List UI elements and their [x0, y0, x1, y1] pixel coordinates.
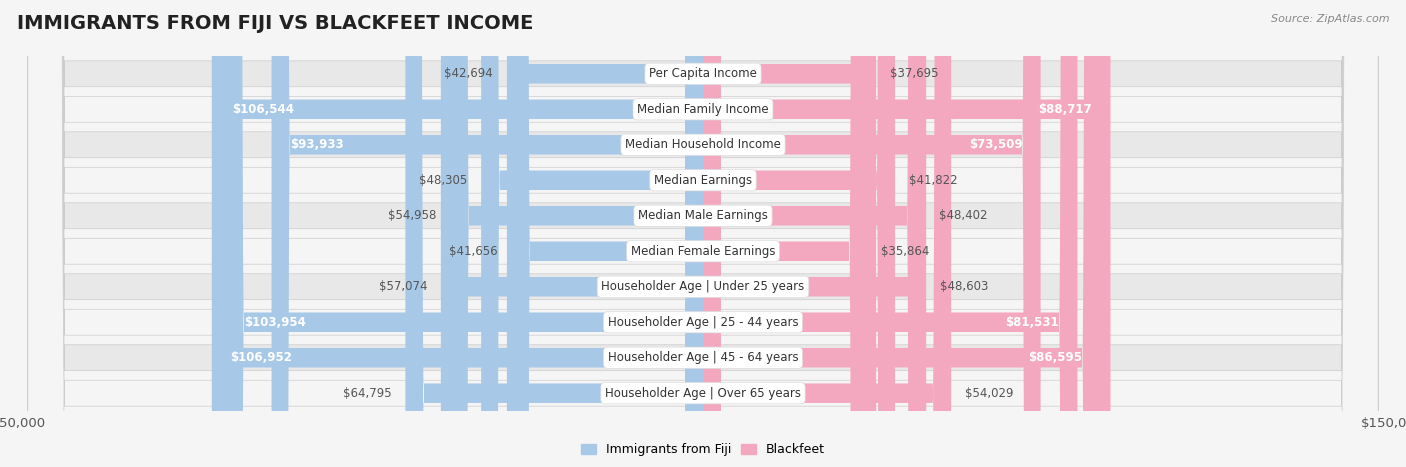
Text: $35,864: $35,864 — [882, 245, 929, 258]
FancyBboxPatch shape — [703, 0, 925, 467]
Text: $54,029: $54,029 — [965, 387, 1014, 400]
Text: Median Earnings: Median Earnings — [654, 174, 752, 187]
Text: $103,954: $103,954 — [243, 316, 305, 329]
FancyBboxPatch shape — [508, 0, 703, 467]
FancyBboxPatch shape — [212, 0, 703, 467]
Text: Source: ZipAtlas.com: Source: ZipAtlas.com — [1271, 14, 1389, 24]
FancyBboxPatch shape — [512, 0, 703, 467]
FancyBboxPatch shape — [28, 0, 1378, 467]
Text: $86,595: $86,595 — [1028, 351, 1083, 364]
FancyBboxPatch shape — [703, 0, 876, 467]
Text: $88,717: $88,717 — [1039, 103, 1092, 116]
Text: $48,603: $48,603 — [941, 280, 988, 293]
Text: $106,544: $106,544 — [232, 103, 294, 116]
Text: Householder Age | 25 - 44 years: Householder Age | 25 - 44 years — [607, 316, 799, 329]
Text: $64,795: $64,795 — [343, 387, 392, 400]
Legend: Immigrants from Fiji, Blackfeet: Immigrants from Fiji, Blackfeet — [576, 439, 830, 461]
FancyBboxPatch shape — [703, 0, 1077, 467]
Text: $48,305: $48,305 — [419, 174, 467, 187]
FancyBboxPatch shape — [703, 0, 1101, 467]
Text: $93,933: $93,933 — [290, 138, 343, 151]
Text: Median Household Income: Median Household Income — [626, 138, 780, 151]
Text: Per Capita Income: Per Capita Income — [650, 67, 756, 80]
FancyBboxPatch shape — [481, 0, 703, 467]
FancyBboxPatch shape — [271, 0, 703, 467]
Text: $37,695: $37,695 — [890, 67, 938, 80]
FancyBboxPatch shape — [405, 0, 703, 467]
FancyBboxPatch shape — [28, 0, 1378, 467]
FancyBboxPatch shape — [28, 0, 1378, 467]
Text: Median Family Income: Median Family Income — [637, 103, 769, 116]
FancyBboxPatch shape — [703, 0, 1040, 467]
FancyBboxPatch shape — [703, 0, 1111, 467]
FancyBboxPatch shape — [703, 0, 950, 467]
Text: Householder Age | 45 - 64 years: Householder Age | 45 - 64 years — [607, 351, 799, 364]
Text: $57,074: $57,074 — [378, 280, 427, 293]
Text: Median Female Earnings: Median Female Earnings — [631, 245, 775, 258]
FancyBboxPatch shape — [28, 0, 1378, 467]
Text: $42,694: $42,694 — [444, 67, 494, 80]
FancyBboxPatch shape — [703, 0, 868, 467]
FancyBboxPatch shape — [225, 0, 703, 467]
FancyBboxPatch shape — [28, 0, 1378, 467]
Text: $81,531: $81,531 — [1005, 316, 1059, 329]
FancyBboxPatch shape — [28, 0, 1378, 467]
FancyBboxPatch shape — [703, 0, 896, 467]
Text: Householder Age | Over 65 years: Householder Age | Over 65 years — [605, 387, 801, 400]
Text: Median Male Earnings: Median Male Earnings — [638, 209, 768, 222]
Text: $41,656: $41,656 — [450, 245, 498, 258]
FancyBboxPatch shape — [28, 0, 1378, 467]
FancyBboxPatch shape — [450, 0, 703, 467]
FancyBboxPatch shape — [214, 0, 703, 467]
FancyBboxPatch shape — [28, 0, 1378, 467]
Text: Householder Age | Under 25 years: Householder Age | Under 25 years — [602, 280, 804, 293]
FancyBboxPatch shape — [703, 0, 927, 467]
Text: $54,958: $54,958 — [388, 209, 437, 222]
Text: $73,509: $73,509 — [969, 138, 1022, 151]
Text: $48,402: $48,402 — [939, 209, 987, 222]
Text: IMMIGRANTS FROM FIJI VS BLACKFEET INCOME: IMMIGRANTS FROM FIJI VS BLACKFEET INCOME — [17, 14, 533, 33]
FancyBboxPatch shape — [441, 0, 703, 467]
Text: $106,952: $106,952 — [231, 351, 292, 364]
Text: $41,822: $41,822 — [908, 174, 957, 187]
FancyBboxPatch shape — [28, 0, 1378, 467]
FancyBboxPatch shape — [28, 0, 1378, 467]
